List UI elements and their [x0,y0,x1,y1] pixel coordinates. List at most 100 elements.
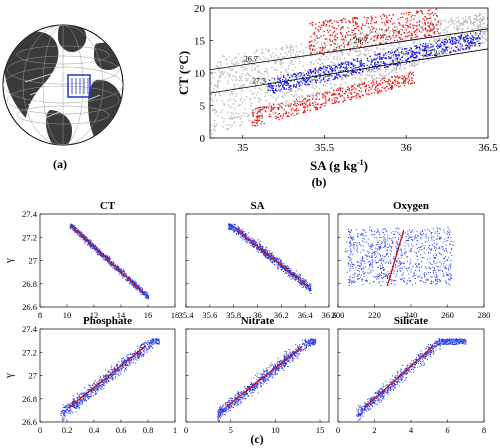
data-point [265,99,267,102]
data-point [256,49,258,51]
data-point [366,71,369,73]
data-point [337,87,340,89]
data-point [283,104,285,106]
data-point [234,100,237,103]
data-point [315,60,317,62]
data-point [251,124,253,127]
data-point [325,45,327,48]
data-point [285,88,288,90]
data-point [370,63,372,65]
data-point [236,231,238,233]
data-point [145,294,147,296]
data-point [326,67,328,69]
data-point [358,95,360,97]
data-point [118,271,120,273]
data-point [280,261,282,263]
data-point [266,80,268,82]
data-point [81,232,83,233]
data-point [214,94,216,97]
data-point [266,72,269,74]
data-point [264,110,266,112]
data-point [386,29,388,31]
data-point [469,37,471,39]
data-point [134,280,136,282]
data-point [134,282,135,284]
data-point [371,37,373,39]
data-point [237,225,239,227]
data-point [133,285,135,287]
data-point [472,41,474,43]
data-point [362,71,364,73]
data-point [399,37,401,39]
data-point [141,288,143,290]
data-point [315,109,317,111]
data-point [475,18,477,20]
data-point [217,85,219,88]
data-point [313,97,315,99]
data-point [266,247,268,249]
data-point [345,68,347,71]
data-point [242,236,244,238]
data-point [279,257,280,259]
data-point [342,38,344,40]
data-point [305,286,307,287]
data-point [330,44,332,46]
data-point [427,22,429,24]
data-point [129,278,131,279]
data-point [424,49,427,51]
data-point [438,46,440,48]
data-point [410,82,412,85]
data-point [249,56,251,58]
data-point [141,293,143,295]
data-point [359,61,361,63]
data-point [322,71,324,73]
data-point [119,267,121,269]
data-point [462,17,464,19]
data-point [146,292,148,294]
data-point [449,40,452,42]
data-point [210,93,213,96]
data-point [87,237,89,239]
data-point [303,106,305,108]
data-point [342,79,344,81]
data-point [463,23,465,26]
data-point [236,78,238,81]
data-point [319,60,321,62]
data-point [310,63,312,65]
data-point [363,65,366,67]
data-point [94,245,96,246]
data-point [472,28,474,31]
data-point [484,33,486,35]
data-point [133,281,135,283]
data-point [406,25,409,27]
data-point [366,33,368,36]
data-point [404,63,406,66]
data-point [236,83,238,85]
data-point [303,102,305,104]
data-point [212,108,214,111]
data-point [482,32,484,34]
data-point [104,259,106,261]
data-point [403,82,405,84]
data-point [334,63,336,66]
data-point [462,38,464,40]
data-point [293,100,295,102]
data-point [307,82,309,84]
data-point [329,74,331,76]
data-point [361,32,364,34]
data-point [344,70,346,72]
data-point [340,65,342,67]
data-point [430,52,433,54]
data-point [125,274,127,276]
data-point [427,35,429,37]
data-point [399,28,402,30]
data-point [392,82,394,84]
data-point [269,89,271,92]
data-point [273,56,275,58]
data-point [448,38,451,40]
data-point [229,94,231,96]
data-point [285,92,287,94]
data-point [371,84,374,86]
data-point [97,254,99,256]
data-point [374,92,376,94]
